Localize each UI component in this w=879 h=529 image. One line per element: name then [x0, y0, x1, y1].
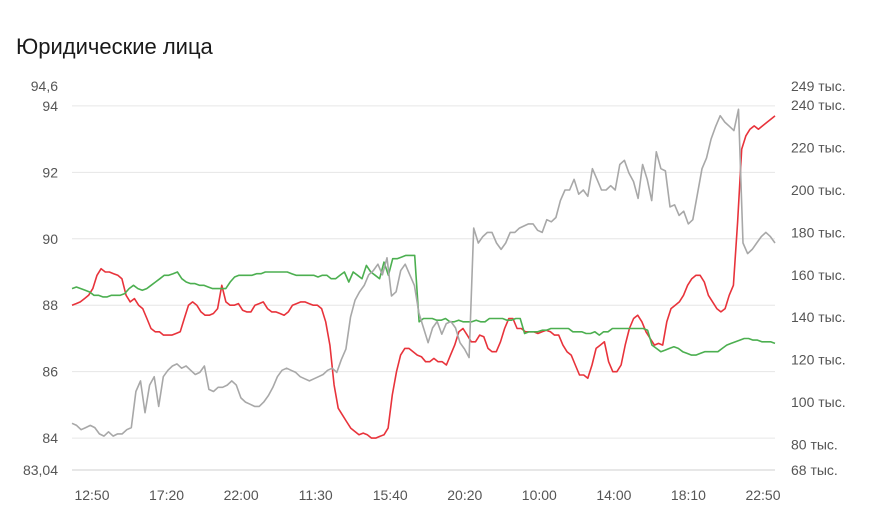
series-line-3: [71, 108, 776, 437]
right-tick-label: 140 тыс.: [791, 309, 846, 325]
right-tick-label: 120 тыс.: [791, 352, 846, 368]
left-tick-label: 90: [42, 231, 58, 247]
x-tick-label: 15:40: [373, 487, 408, 503]
series-line-2: [71, 254, 776, 356]
x-tick-label: 14:00: [596, 487, 631, 503]
right-axis-ticks: 249 тыс. 240 тыс. 220 тыс. 200 тыс. 180 тыс.…: [791, 78, 846, 478]
left-tick-label: 94: [42, 98, 58, 114]
series-line-1: [71, 115, 776, 439]
x-tick-label: 12:50: [74, 487, 109, 503]
left-tick-label: 94,6: [31, 78, 58, 94]
left-axis-ticks: 94,6 94 92 90 88 86 84 83,04: [23, 78, 58, 478]
left-tick-label: 86: [42, 364, 58, 380]
x-tick-label: 22:00: [224, 487, 259, 503]
x-axis-ticks: 12:50 17:20 22:00 11:30 15:40 20:20 10:00 14:00…: [74, 487, 780, 503]
right-tick-label: 80 тыс.: [791, 437, 838, 453]
series-lines: [71, 108, 776, 439]
left-tick-label: 84: [42, 430, 58, 446]
left-tick-label: 92: [42, 164, 58, 180]
x-tick-label: 18:10: [671, 487, 706, 503]
right-tick-label: 249 тыс.: [791, 78, 846, 94]
x-tick-label: 10:00: [522, 487, 557, 503]
left-tick-label: 83,04: [23, 462, 58, 478]
x-tick-label: 20:20: [447, 487, 482, 503]
right-tick-label: 220 тыс.: [791, 140, 846, 156]
right-tick-label: 68 тыс.: [791, 462, 838, 478]
x-tick-label: 11:30: [299, 487, 333, 503]
chart-title: Юридические лица: [16, 34, 213, 59]
right-tick-label: 180 тыс.: [791, 224, 846, 240]
left-tick-label: 88: [42, 297, 58, 313]
gridlines: [72, 105, 775, 471]
x-tick-label: 22:50: [745, 487, 780, 503]
right-tick-label: 240 тыс.: [791, 97, 846, 113]
x-tick-label: 17:20: [149, 487, 184, 503]
right-tick-label: 200 тыс.: [791, 182, 846, 198]
right-tick-label: 160 тыс.: [791, 267, 846, 283]
right-tick-label: 100 тыс.: [791, 394, 846, 410]
